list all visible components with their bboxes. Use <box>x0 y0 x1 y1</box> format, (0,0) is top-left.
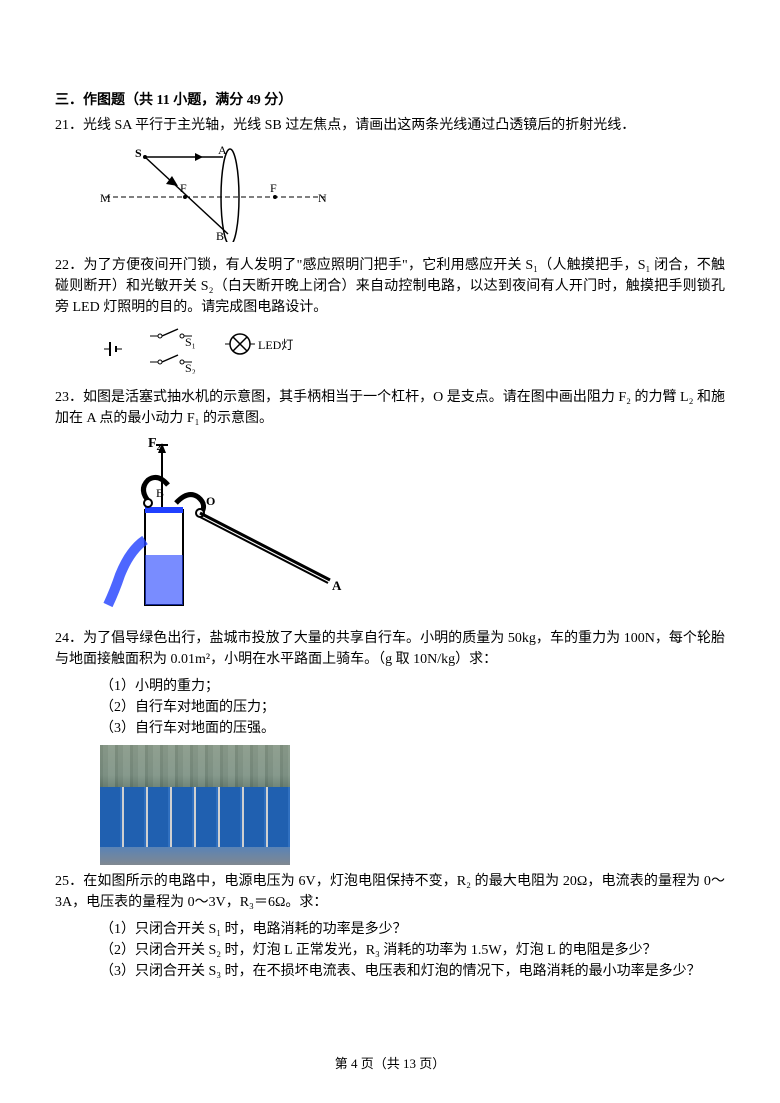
q21-diagram: M N F F S A B <box>100 142 725 249</box>
q24-sub1: （1）小明的重力； <box>55 676 725 697</box>
label-S1: S₁ <box>185 335 196 349</box>
q24-photo <box>100 745 290 865</box>
q23-diagram: F₂ B O A <box>100 435 725 622</box>
circuit-diagram-icon: S₁ S₂ LED灯 <box>100 324 330 374</box>
label-B: B <box>216 229 224 242</box>
label-M: M <box>100 191 111 205</box>
question-24: 24．为了倡导绿色出行，盐城市投放了大量的共享自行车。小明的质量为 50kg，车… <box>55 628 725 670</box>
label-F-right: F <box>270 181 277 195</box>
section-title: 三．作图题（共 11 小题，满分 49 分） <box>55 90 725 111</box>
question-21: 21．光线 SA 平行于主光轴，光线 SB 过左焦点，请画出这两条光线通过凸透镜… <box>55 115 725 136</box>
label-A: A <box>332 578 342 593</box>
q24-sub3: （3）自行车对地面的压强。 <box>55 718 725 739</box>
q24-text: 为了倡导绿色出行，盐城市投放了大量的共享自行车。小明的质量为 50kg，车的重力… <box>55 631 725 667</box>
label-S: S <box>135 146 142 160</box>
q21-text: 光线 SA 平行于主光轴，光线 SB 过左焦点，请画出这两条光线通过凸透镜后的折… <box>83 118 635 133</box>
label-N: N <box>318 191 327 205</box>
q24-number: 24． <box>55 631 83 646</box>
q25-sub2: （2）只闭合开关 S₂ 时，灯泡 L 正常发光，R₃ 消耗的功率为 1.5W，灯… <box>55 940 725 961</box>
question-22: 22．为了方便夜间开门锁，有人发明了"感应照明门把手"，它利用感应开关 S₁（人… <box>55 255 725 318</box>
q23-text: 如图是活塞式抽水机的示意图，其手柄相当于一个杠杆，O 是支点。请在图中画出阻力 … <box>55 390 725 426</box>
pump-diagram-icon: F₂ B O A <box>100 435 360 615</box>
label-S2: S₂ <box>185 361 196 374</box>
label-B: B <box>156 486 164 500</box>
question-23: 23．如图是活塞式抽水机的示意图，其手柄相当于一个杠杆，O 是支点。请在图中画出… <box>55 387 725 429</box>
q25-sub3: （3）只闭合开关 S₃ 时，在不损坏电流表、电压表和灯泡的情况下，电路消耗的最小… <box>55 961 725 982</box>
label-O: O <box>206 494 215 508</box>
page-footer: 第 4 页（共 13 页） <box>0 1054 780 1074</box>
label-A: A <box>218 143 227 157</box>
q23-number: 23． <box>55 390 83 405</box>
q22-text: 为了方便夜间开门锁，有人发明了"感应照明门把手"，它利用感应开关 S₁（人触摸把… <box>55 258 725 315</box>
q22-number: 22． <box>55 258 83 273</box>
q25-sub1: （1）只闭合开关 S₁ 时，电路消耗的功率是多少？ <box>55 919 725 940</box>
q25-number: 25． <box>55 874 83 889</box>
q22-diagram: S₁ S₂ LED灯 <box>100 324 725 381</box>
question-25: 25．在如图所示的电路中，电源电压为 6V，灯泡电阻保持不变，R₂ 的最大电阻为… <box>55 871 725 913</box>
label-led: LED灯 <box>258 338 293 352</box>
label-F2: F₂ <box>148 436 161 451</box>
q24-sub2: （2）自行车对地面的压力； <box>55 697 725 718</box>
q21-number: 21． <box>55 118 83 133</box>
q25-text: 在如图所示的电路中，电源电压为 6V，灯泡电阻保持不变，R₂ 的最大电阻为 20… <box>55 874 725 910</box>
lens-diagram-icon: M N F F S A B <box>100 142 330 242</box>
